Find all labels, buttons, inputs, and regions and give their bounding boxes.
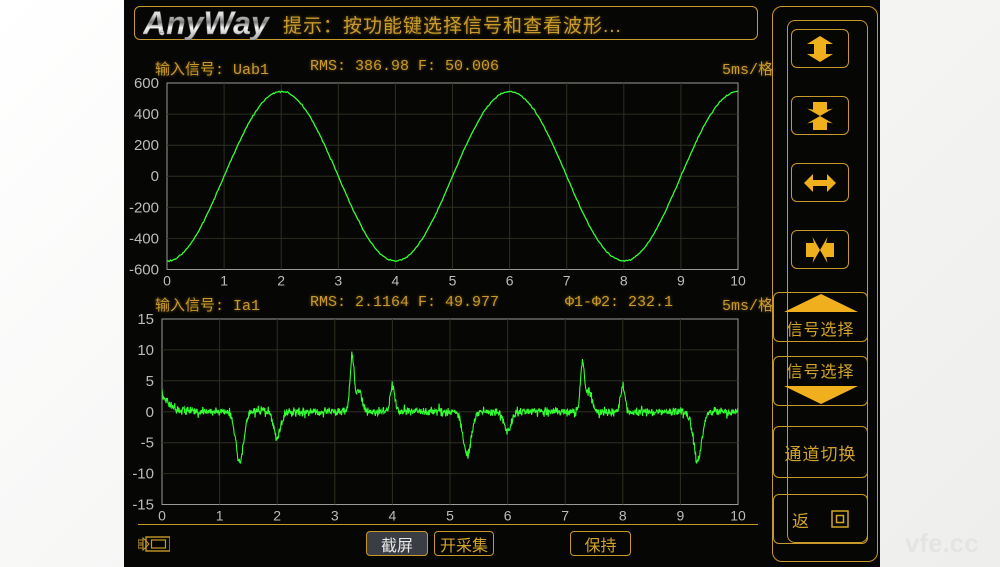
svg-text:5: 5 <box>146 373 154 390</box>
svg-text:7: 7 <box>561 508 569 524</box>
svg-text:5: 5 <box>446 508 454 524</box>
svg-text:-10: -10 <box>132 466 154 483</box>
svg-text:-200: -200 <box>129 199 159 216</box>
svg-text:3: 3 <box>331 508 339 524</box>
svg-text:4: 4 <box>392 273 400 289</box>
svg-text:1: 1 <box>220 273 228 289</box>
svg-text:6: 6 <box>506 273 514 289</box>
svg-text:8: 8 <box>619 508 627 524</box>
svg-text:4: 4 <box>389 508 397 524</box>
svg-text:-15: -15 <box>132 497 154 514</box>
svg-text:0: 0 <box>146 404 154 421</box>
svg-text:400: 400 <box>134 106 159 123</box>
svg-text:2: 2 <box>277 273 285 289</box>
svg-text:-400: -400 <box>129 230 159 247</box>
svg-text:0: 0 <box>158 508 166 524</box>
svg-text:-600: -600 <box>129 262 159 279</box>
svg-text:3: 3 <box>334 273 342 289</box>
svg-text:1: 1 <box>216 508 224 524</box>
svg-text:8: 8 <box>620 273 628 289</box>
svg-text:200: 200 <box>134 137 159 154</box>
svg-text:9: 9 <box>677 508 685 524</box>
svg-text:0: 0 <box>163 273 171 289</box>
svg-text:2: 2 <box>273 508 281 524</box>
svg-text:5: 5 <box>449 273 457 289</box>
svg-text:7: 7 <box>563 273 571 289</box>
svg-text:-5: -5 <box>141 435 154 452</box>
svg-text:10: 10 <box>730 273 746 289</box>
svg-text:6: 6 <box>504 508 512 524</box>
svg-text:10: 10 <box>137 342 154 359</box>
svg-text:10: 10 <box>730 508 746 524</box>
svg-text:15: 15 <box>137 311 154 328</box>
svg-text:0: 0 <box>151 168 159 185</box>
svg-text:9: 9 <box>677 273 685 289</box>
